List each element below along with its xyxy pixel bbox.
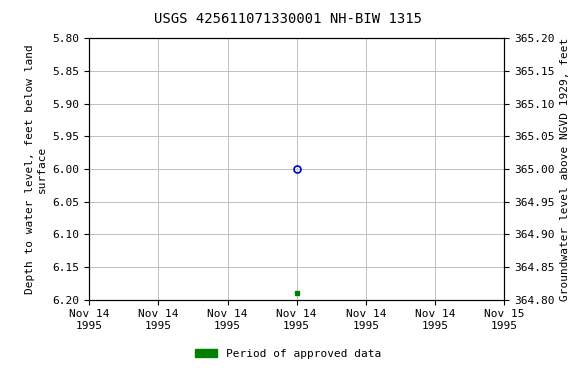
Text: USGS 425611071330001 NH-BIW 1315: USGS 425611071330001 NH-BIW 1315 [154, 12, 422, 25]
Y-axis label: Depth to water level, feet below land
surface: Depth to water level, feet below land su… [25, 44, 47, 294]
Legend: Period of approved data: Period of approved data [191, 344, 385, 363]
Y-axis label: Groundwater level above NGVD 1929, feet: Groundwater level above NGVD 1929, feet [560, 37, 570, 301]
